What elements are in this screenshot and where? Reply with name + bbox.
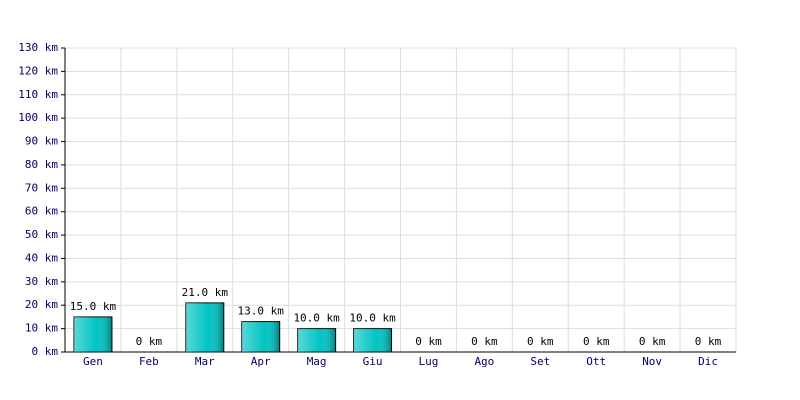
y-tick-label: 20 km (25, 298, 58, 311)
x-tick-label: Lug (419, 355, 439, 368)
y-tick-label: 0 km (32, 345, 59, 358)
bar-shade (353, 328, 392, 352)
value-label: 0 km (136, 335, 163, 348)
value-label: 10.0 km (293, 312, 340, 325)
x-tick-label: Nov (642, 355, 662, 368)
y-tick-label: 40 km (25, 251, 58, 264)
x-tick-label: Giu (363, 355, 383, 368)
value-label: 10.0 km (349, 312, 396, 325)
y-tick-label: 120 km (18, 64, 58, 77)
x-tick-label: Gen (83, 355, 103, 368)
x-tick-label: Apr (251, 355, 271, 368)
value-label: 21.0 km (182, 286, 229, 299)
y-tick-label: 100 km (18, 111, 58, 124)
y-tick-label: 70 km (25, 181, 58, 194)
y-tick-label: 90 km (25, 135, 58, 148)
x-tick-label: Ago (474, 355, 494, 368)
value-label: 0 km (471, 335, 498, 348)
y-tick-label: 110 km (18, 88, 58, 101)
bar-shade (297, 328, 336, 352)
value-label: 0 km (695, 335, 722, 348)
value-label: 13.0 km (238, 305, 285, 318)
y-tick-label: 60 km (25, 205, 58, 218)
x-tick-label: Mar (195, 355, 215, 368)
y-tick-label: 30 km (25, 275, 58, 288)
bar-shade (185, 302, 224, 352)
x-tick-label: Dic (698, 355, 718, 368)
value-label: 0 km (415, 335, 442, 348)
value-label: 15.0 km (70, 300, 117, 313)
y-tick-label: 10 km (25, 322, 58, 335)
x-tick-label: Feb (139, 355, 159, 368)
value-label: 0 km (527, 335, 554, 348)
bar-shade (241, 321, 280, 352)
y-tick-label: 50 km (25, 228, 58, 241)
y-tick-label: 80 km (25, 158, 58, 171)
bar-shade (73, 316, 112, 352)
value-label: 0 km (583, 335, 610, 348)
x-tick-label: Mag (307, 355, 327, 368)
x-tick-label: Ott (586, 355, 606, 368)
x-tick-label: Set (530, 355, 550, 368)
value-label: 0 km (639, 335, 666, 348)
y-tick-label: 130 km (18, 41, 58, 54)
